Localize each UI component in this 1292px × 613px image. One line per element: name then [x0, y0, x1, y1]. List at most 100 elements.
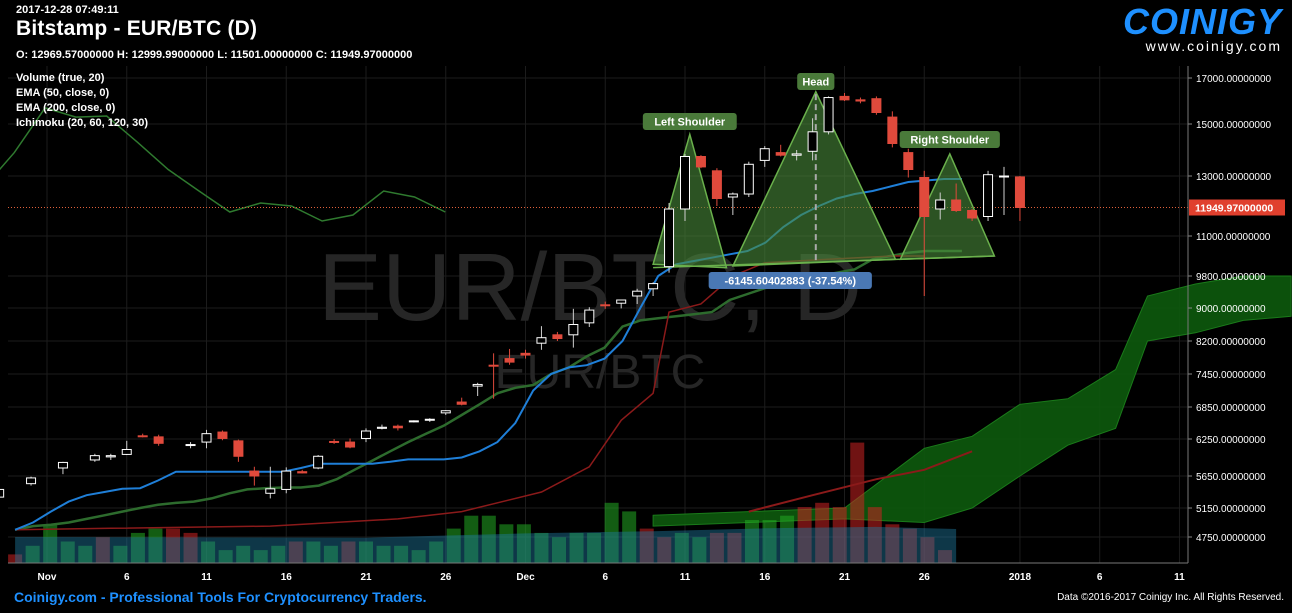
- chart-annotations[interactable]: Left Shoulder Head Right Shoulder -6145.604…: [642, 73, 1285, 289]
- y-tick-label: 9800.00000000: [1196, 272, 1266, 283]
- candle-body: [919, 177, 930, 217]
- candle-body: [185, 444, 196, 447]
- candle-body: [89, 455, 100, 461]
- candle-body: [345, 441, 356, 448]
- x-tick-label: 6: [1097, 572, 1103, 583]
- volume-bar: [446, 528, 461, 563]
- y-tick-label: 15000.00000000: [1196, 120, 1272, 131]
- right-shoulder-label-bg: [899, 131, 1000, 148]
- volume-bar: [376, 545, 391, 563]
- footer-copyright: Data ©2016-2017 Coinigy Inc. All Rights …: [1057, 592, 1284, 603]
- volume-bar: [885, 524, 900, 563]
- x-tick-label: Nov: [38, 572, 57, 583]
- volume-bar: [534, 532, 549, 563]
- volume-bar: [674, 532, 689, 563]
- x-tick-label: 11: [1174, 572, 1185, 583]
- candle-body: [983, 174, 994, 217]
- volume-bar: [657, 537, 672, 563]
- head-label: Head: [797, 73, 835, 90]
- volume-bar: [359, 541, 373, 563]
- candle-body: [695, 156, 706, 168]
- volume-bar: [499, 524, 514, 563]
- volume-bar: [113, 545, 128, 563]
- volume-bar: [411, 550, 426, 563]
- volume-bar: [797, 507, 812, 563]
- candle-body: [137, 435, 148, 438]
- indicator-ema200[interactable]: EMA (200, close, 0): [16, 102, 116, 114]
- volume-bar: [218, 550, 233, 563]
- x-tick-label: 11: [201, 572, 212, 583]
- candle-body: [249, 470, 260, 477]
- x-tick-label: Dec: [516, 572, 535, 583]
- volume-bar: [481, 515, 496, 563]
- candle-body: [424, 418, 435, 421]
- candle-body: [57, 461, 68, 469]
- last-price-tag-bg: [1189, 199, 1285, 216]
- candle-body: [265, 488, 276, 494]
- volume-bar: [95, 537, 110, 563]
- candle-body: [999, 175, 1009, 178]
- volume-bar: [780, 515, 795, 563]
- candle-body: [105, 455, 116, 458]
- candle-body: [520, 352, 531, 356]
- pair-title: Bitstamp - EUR/BTC (D): [16, 17, 258, 40]
- volume-bar: [692, 537, 707, 563]
- candle-body: [887, 116, 898, 144]
- candle-body: [855, 99, 866, 102]
- y-tick-label: 5150.00000000: [1196, 504, 1266, 515]
- candle-body: [536, 337, 547, 344]
- ichimoku-chikou-line: [0, 107, 446, 222]
- candle-body: [616, 299, 627, 304]
- candle-body: [727, 193, 738, 198]
- candle-body: [600, 304, 611, 307]
- candle-body: [664, 208, 675, 268]
- candle-body: [711, 170, 722, 200]
- indicator-ichimoku[interactable]: Ichimoku (20, 60, 120, 30): [16, 117, 149, 129]
- volume-bar: [341, 541, 356, 563]
- volume-bar: [516, 524, 531, 563]
- candle-body: [552, 334, 563, 340]
- y-tick-label: 8200.00000000: [1196, 337, 1266, 348]
- volume-bar: [253, 550, 268, 563]
- volume-bar: [551, 537, 566, 563]
- candle-body: [297, 471, 308, 474]
- candle-body: [584, 309, 595, 324]
- candle-body: [791, 153, 802, 156]
- volume-ma-area: [15, 526, 957, 563]
- candle-body: [743, 163, 754, 195]
- volume-bar: [762, 520, 777, 563]
- x-tick-label: 11: [680, 572, 691, 583]
- right-shoulder-label-text: Right Shoulder: [910, 135, 990, 147]
- y-tick-label: 17000.00000000: [1196, 74, 1272, 85]
- y-tick-label: 4750.00000000: [1196, 533, 1266, 544]
- y-tick-label: 13000.00000000: [1196, 172, 1272, 183]
- x-tick-label: 21: [360, 572, 372, 583]
- volume-bar: [622, 511, 637, 563]
- indicator-volume[interactable]: Volume (true, 20): [16, 72, 105, 84]
- volume-bar: [201, 541, 216, 563]
- candle-body: [376, 426, 387, 429]
- candle-body: [313, 455, 324, 469]
- volume-bar: [25, 545, 40, 563]
- candle-body: [392, 425, 403, 429]
- indicator-ema50[interactable]: EMA (50, close, 0): [16, 87, 110, 99]
- volume-bar: [850, 442, 865, 563]
- x-tick-label: 26: [919, 572, 931, 583]
- chart-axes: 17000.00000000 15000.00000000 13000.000000…: [8, 66, 1272, 583]
- volume-bar: [183, 532, 198, 563]
- candle-body: [775, 152, 786, 156]
- volume-bar: [130, 532, 145, 563]
- candle-body: [1014, 176, 1025, 209]
- volume-bar: [832, 507, 847, 563]
- candle-body: [329, 440, 340, 443]
- x-tick-label: 21: [839, 572, 851, 583]
- volume-bar: [148, 528, 163, 563]
- candle-body: [951, 199, 962, 211]
- chart-timestamp: 2017-12-28 07:49:11: [16, 4, 119, 16]
- footer-tagline[interactable]: Coinigy.com - Professional Tools For Cry…: [14, 589, 427, 605]
- candle-body: [935, 199, 946, 210]
- volume-bar: [464, 515, 479, 563]
- last-price-tag: 11949.97000000: [1189, 199, 1285, 216]
- measure-label: -6145.60402883 (-37.54%): [708, 272, 872, 289]
